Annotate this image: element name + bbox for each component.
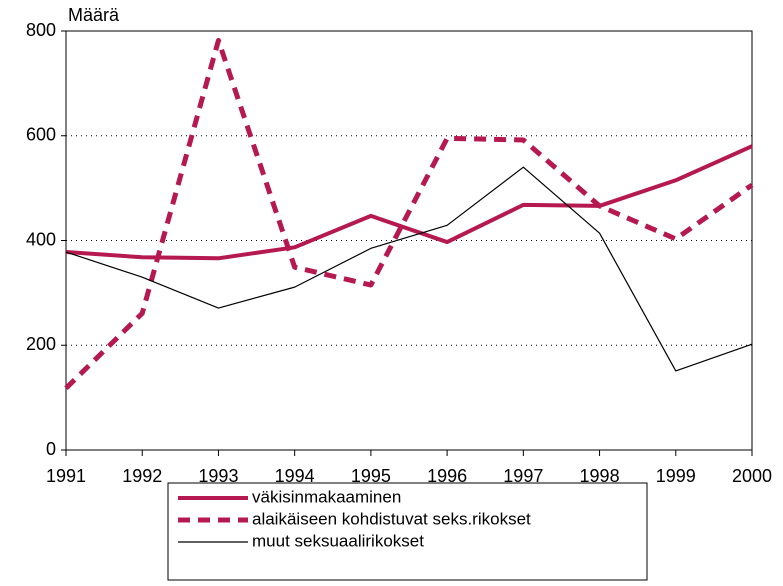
x-tick-label: 1995	[351, 466, 391, 486]
plot-frame	[65, 30, 753, 451]
x-tick-label: 1996	[427, 466, 467, 486]
legend-label: alaikäiseen kohdistuvat seks.rikokset	[252, 509, 531, 528]
x-tick-label: 1994	[275, 466, 315, 486]
series-line	[65, 144, 753, 261]
series-line	[64, 37, 754, 390]
x-tick-label: 2000	[732, 466, 772, 486]
x-tick-label: 1993	[198, 466, 238, 486]
x-tick-label: 1998	[580, 466, 620, 486]
legend-label: väkisinmakaaminen	[252, 487, 401, 506]
y-tick-label: 400	[26, 229, 56, 249]
series-line	[65, 166, 753, 372]
y-tick-label: 800	[26, 20, 56, 40]
y-tick-label: 200	[26, 334, 56, 354]
x-tick-label: 1992	[122, 466, 162, 486]
y-tick-label: 0	[46, 439, 56, 459]
y-tick-label: 600	[26, 125, 56, 145]
x-tick-label: 1997	[503, 466, 543, 486]
x-tick-label: 1991	[46, 466, 86, 486]
y-axis-label: Määrä	[68, 5, 120, 25]
legend-label: muut seksuaalirikokset	[252, 531, 424, 550]
x-tick-label: 1999	[656, 466, 696, 486]
